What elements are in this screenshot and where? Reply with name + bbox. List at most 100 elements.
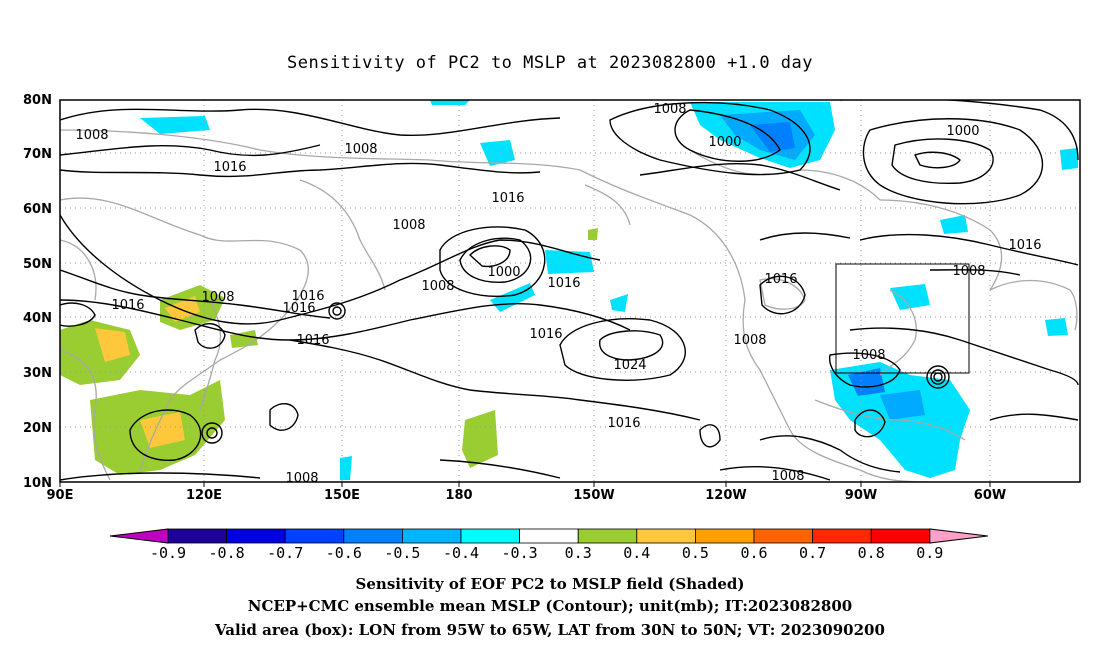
colorbar-tick-label: 0.6	[740, 544, 767, 562]
negative-sensitivity-area	[545, 250, 594, 274]
lon-label: 150E	[324, 488, 360, 503]
colorbar-swatch	[577, 528, 638, 544]
colorbar-tick-label: -0.6	[326, 544, 362, 562]
positive-sensitivity-area	[230, 330, 258, 348]
colorbar: -0.9 -0.8 -0.7 -0.6 -0.5 -0.4 -0.3 0.3 0.4 0.5 0.6…	[109, 528, 988, 562]
contour-label: 1016	[607, 416, 640, 431]
contour-label: 1008	[771, 469, 804, 484]
colorbar-swatch	[401, 528, 462, 544]
negative-sensitivity-area	[848, 368, 885, 396]
colorbar-tick-label: -0.7	[267, 544, 303, 562]
colorbar-tick-label: 0.5	[682, 544, 709, 562]
contour-label: 1008	[75, 128, 108, 143]
lon-label: 120E	[186, 488, 222, 503]
colorbar-tick-label: -0.5	[384, 544, 420, 562]
contour-label: 1016	[764, 272, 797, 287]
contour-label: 1008	[852, 348, 885, 363]
colorbar-swatch	[636, 528, 696, 544]
contour-label: 1016	[213, 160, 246, 175]
contour-label: 1008	[952, 264, 985, 279]
contour-label: 1024	[613, 358, 646, 373]
lon-label: 150W	[573, 488, 614, 503]
figure-title: Sensitivity of PC2 to MSLP at 2023082800…	[287, 53, 813, 73]
colorbar-swatch	[695, 528, 755, 544]
colorbar-tick-label: -0.8	[209, 544, 245, 562]
sensitivity-shading	[60, 100, 1078, 480]
contour-label: 1016	[529, 327, 562, 342]
lon-label: 90W	[845, 488, 877, 503]
caption-line-3: Valid area (box): LON from 95W to 65W, L…	[214, 621, 885, 639]
contour-label: 1016	[547, 276, 580, 291]
contour-label: 1008	[421, 279, 454, 294]
lat-label: 10N	[23, 476, 52, 491]
positive-sensitivity-area	[165, 296, 200, 322]
contour-label: 1016	[491, 191, 524, 206]
colorbar-swatch	[870, 528, 931, 544]
contour-label: 1008	[285, 471, 318, 486]
caption-line-2: NCEP+CMC ensemble mean MSLP (Contour); u…	[248, 597, 853, 615]
valid-area-box	[835, 263, 970, 374]
map-border	[59, 99, 1081, 483]
contour-label: 1008	[392, 218, 425, 233]
contour-label: 1016	[282, 301, 315, 316]
mslp-contours	[60, 100, 1079, 481]
contour-label: 1016	[296, 333, 329, 348]
lat-label: 40N	[23, 311, 52, 326]
colorbar-swatch	[753, 528, 813, 544]
contour-label: 1008	[201, 290, 234, 305]
contour-label: 1008	[344, 142, 377, 157]
colorbar-tick-label: -0.3	[502, 544, 538, 562]
contour-label: 1016	[1008, 238, 1041, 253]
contour-labels: 1008 1008 1000 1000 1008 1016 1016 1008 …	[75, 102, 1041, 486]
positive-sensitivity-area	[95, 328, 130, 362]
graticule	[60, 100, 1080, 482]
colorbar-max-arrow	[929, 528, 988, 544]
lon-label: 90E	[47, 488, 74, 503]
negative-sensitivity-area	[880, 390, 925, 420]
colorbar-swatch	[812, 528, 872, 544]
positive-sensitivity-area	[462, 410, 498, 468]
axis-ticks	[59, 482, 991, 487]
lat-label: 60N	[23, 202, 52, 217]
contour-label: 1000	[946, 124, 979, 139]
lat-label: 80N	[23, 93, 52, 108]
colorbar-swatch	[460, 528, 520, 544]
colorbar-tick-label: 0.3	[565, 544, 592, 562]
latitude-labels: 10N 20N 30N 40N 50N 60N 70N 80N	[23, 93, 52, 491]
negative-sensitivity-area	[1045, 318, 1068, 336]
negative-sensitivity-area	[750, 122, 795, 152]
lat-label: 20N	[23, 421, 52, 436]
colorbar-swatch	[284, 528, 345, 544]
longitude-labels: 90E 120E 150E 180 150W 120W 90W 60W	[47, 488, 1007, 503]
map-panel: 1008 1008 1000 1000 1008 1016 1016 1008 …	[23, 93, 1081, 503]
colorbar-tick-label: 0.9	[916, 544, 943, 562]
colorbar-tick-label: 0.8	[858, 544, 885, 562]
contour-label: 1016	[291, 289, 324, 304]
negative-sensitivity-area	[940, 215, 968, 234]
negative-sensitivity-area	[340, 456, 352, 480]
colorbar-swatch	[343, 528, 403, 544]
lat-label: 50N	[23, 257, 52, 272]
negative-sensitivity-area	[1060, 148, 1078, 170]
lon-label: 120W	[705, 488, 746, 503]
colorbar-tick-label: 0.4	[623, 544, 650, 562]
contour-label: 1008	[653, 102, 686, 117]
lat-label: 30N	[23, 366, 52, 381]
negative-sensitivity-area	[140, 116, 210, 134]
colorbar-swatch	[519, 528, 579, 544]
contour-label: 1000	[487, 265, 520, 280]
contour-label: 1000	[708, 135, 741, 150]
caption-line-1: Sensitivity of EOF PC2 to MSLP field (Sh…	[356, 575, 745, 593]
positive-sensitivity-area	[588, 228, 598, 240]
negative-sensitivity-area	[490, 283, 535, 312]
colorbar-tick-label: -0.9	[150, 544, 186, 562]
colorbar-swatch	[226, 528, 286, 544]
negative-sensitivity-area	[890, 284, 930, 310]
colorbar-swatch	[167, 528, 227, 544]
lon-label: 60W	[974, 488, 1006, 503]
negative-sensitivity-area	[610, 294, 628, 312]
contour-label: 1016	[111, 298, 144, 313]
negative-sensitivity-area	[430, 100, 470, 105]
contour-label: 1008	[733, 333, 766, 348]
